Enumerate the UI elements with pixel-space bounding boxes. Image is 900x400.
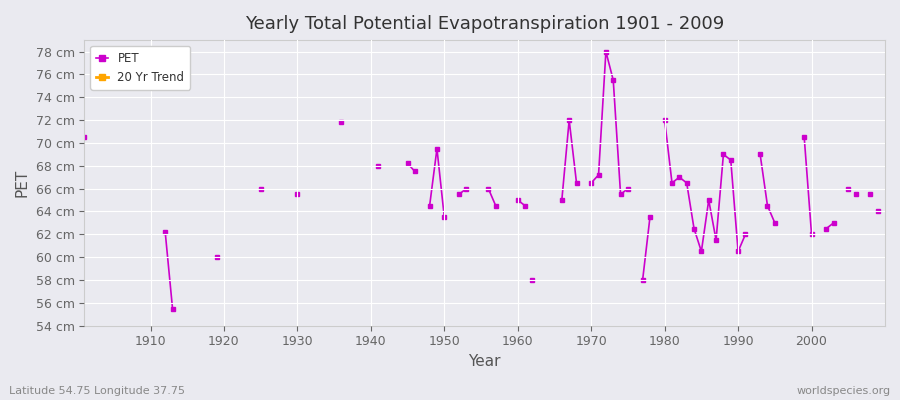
Legend: PET, 20 Yr Trend: PET, 20 Yr Trend: [90, 46, 191, 90]
Text: worldspecies.org: worldspecies.org: [796, 386, 891, 396]
Title: Yearly Total Potential Evapotranspiration 1901 - 2009: Yearly Total Potential Evapotranspiratio…: [245, 15, 724, 33]
X-axis label: Year: Year: [469, 354, 501, 369]
Text: Latitude 54.75 Longitude 37.75: Latitude 54.75 Longitude 37.75: [9, 386, 185, 396]
Y-axis label: PET: PET: [15, 169, 30, 197]
